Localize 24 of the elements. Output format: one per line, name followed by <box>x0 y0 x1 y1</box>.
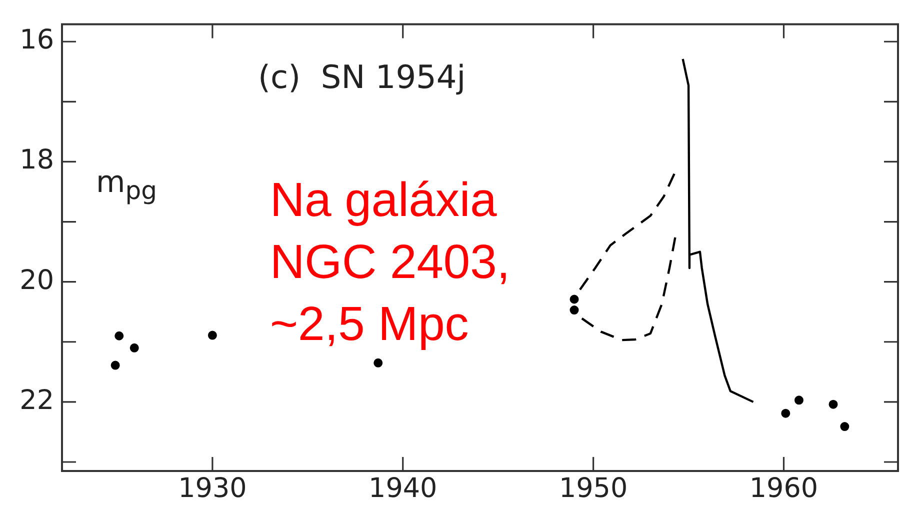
point <box>781 408 790 418</box>
x-tick-label: 1950 <box>558 473 628 504</box>
x-tick-label: 1930 <box>178 473 247 504</box>
point <box>840 422 850 432</box>
point <box>828 400 838 409</box>
point <box>570 294 579 304</box>
point <box>208 330 217 340</box>
point <box>794 396 804 405</box>
y-axis-title: m$_{pg}$ <box>96 165 157 205</box>
y-tick-label: 16 <box>20 24 54 56</box>
point <box>114 331 124 340</box>
y-tick-label: 22 <box>20 384 54 416</box>
point <box>374 358 383 368</box>
annotation: Na galáxia NGC 2403, ~2,5 Mpc <box>270 173 510 353</box>
line-series <box>578 170 676 291</box>
text: (c) SN 1954j <box>258 58 466 96</box>
point <box>570 306 579 315</box>
point <box>110 360 120 370</box>
x-tick-label: 1940 <box>368 473 438 504</box>
point <box>130 343 139 352</box>
line-series <box>580 236 676 342</box>
x-tick-label: 1960 <box>749 473 818 504</box>
y-tick-label: 18 <box>20 144 54 176</box>
y-tick-label: 20 <box>20 264 54 296</box>
